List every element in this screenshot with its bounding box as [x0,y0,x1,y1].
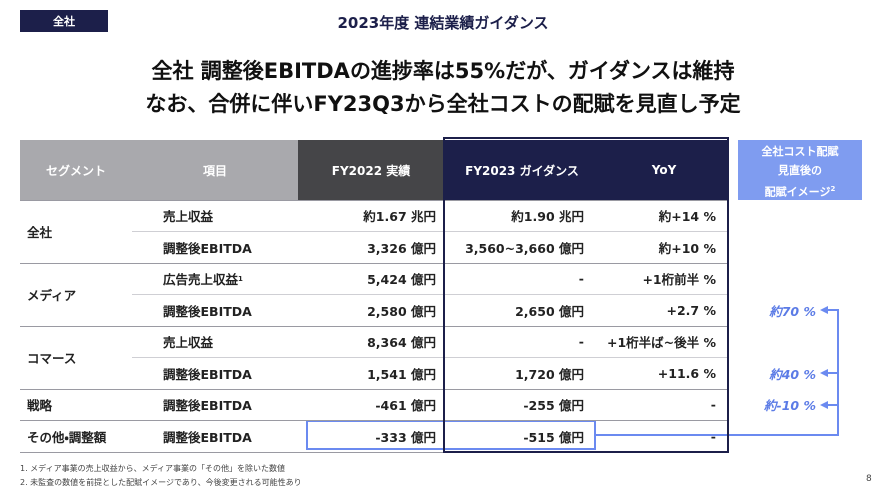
fy2023-value: -515 億円 [523,429,584,445]
fy2022-value: 約1.67 兆円 [363,209,436,225]
fy2023-value: 2,650 億円 [515,303,584,319]
yoy-value: +1桁半ば~後半 % [606,335,716,351]
yoy-value: +1桁前半 % [642,272,716,288]
table-bottom [20,452,728,453]
column-header: 項目 [132,140,298,200]
yoy-value: - [710,397,716,413]
item-text: 売上収益 [163,335,214,351]
fy2022-value: 5,424 億円 [367,272,436,288]
realloc-value: 約70 % [769,303,816,319]
fy2022-value: -333 億円 [375,429,436,445]
title: 2023年度 連結業績ガイダンス [337,14,549,32]
item-text: 調整後EBITDA [163,240,252,256]
segment-label: メディア [27,288,77,303]
yoy-value: - [710,428,716,444]
fy2022-value: 1,541 億円 [367,366,436,382]
fy2023-value: - [578,271,584,287]
tag: 全社 [20,10,108,32]
column-header: FY2023 ガイダンス [444,140,600,200]
footnote: 1. メディア事業の売上収益から、メディア事業の「その他」を除いた数値 [20,464,286,473]
group-separator [20,262,728,264]
fy2023-value: -255 億円 [523,398,584,414]
group-separator [20,199,728,201]
row-separator [132,357,728,358]
side-header: 全社コスト配賦 見直後の 配賦イメージ2 [738,140,862,200]
footnote: 2. 未監査の数値を前提とした配賦イメージであり、今後変更される可能性あり [20,478,302,487]
fy2023-value: 3,560~3,660 億円 [465,240,584,256]
item-text: 調整後EBITDA [163,303,252,319]
group-separator [20,388,728,390]
segment-label: 全社 [27,225,53,240]
segment-label: その他・調整額 [27,429,107,445]
item-text: 調整後EBITDA [163,398,252,414]
item-text: 調整後EBITDA [163,366,252,382]
item-text: 売上収益 [163,209,214,225]
row-separator [132,294,728,295]
item-label: 調整後EBITDA [163,389,252,421]
page-number: 8 [866,474,872,484]
column-header: YoY [600,140,728,200]
guidance-frame [443,137,729,453]
yoy-value: +11.6 % [657,365,716,381]
arrowhead [820,306,828,314]
segment-label: コマース [27,351,77,366]
note-ref: 1 [238,274,243,283]
column-header: セグメント [20,140,132,200]
fy2023-value: 約1.90 兆円 [511,209,584,225]
arrowhead [820,401,828,409]
side-title: 全社コスト配賦 [761,145,839,158]
fy2023-value: - [578,334,584,350]
yoy-value: 約+14 % [658,209,716,225]
segment-label: 戦略 [27,398,53,414]
side-title: 配賦イメージ [764,185,831,199]
side-title: 配賦イメージ2 [738,180,862,202]
note-ref: 2 [830,185,836,193]
realloc-value: 約40 % [769,366,816,382]
row-separator [132,231,728,232]
side-title: 見直後の [778,164,822,177]
item-text: 広告売上収益 [163,272,239,288]
item-text: 調整後EBITDA [163,429,252,445]
item-label: 調整後EBITDA [163,421,252,453]
column-header: FY2022 実績 [298,140,444,200]
fy2022-value: -461 億円 [375,398,436,414]
item-label: 調整後EBITDA [163,358,252,390]
item-label: 広告売上収益 1 [163,263,243,295]
fy2022-value: 8,364 億円 [367,335,436,351]
fy2022-value: 3,326 億円 [367,240,436,256]
arrowhead [820,369,828,377]
item-label: 調整後EBITDA [163,295,252,327]
headline: なお、合併に伴いFY23Q3から全社コストの配賦を見直し予定 [145,92,741,116]
group-separator [20,420,728,421]
headline: 全社 調整後EBITDAの進捗率は55%だが、ガイダンスは維持 [151,59,735,83]
item-label: 調整後EBITDA [163,232,252,264]
yoy-value: +2.7 % [666,302,717,318]
item-label: 売上収益 [163,200,213,232]
fy2022-value: 2,580 億円 [367,303,436,319]
item-label: 売上収益 [163,326,213,358]
realloc-value: 約-10 % [764,398,816,414]
group-separator [20,325,728,327]
fy2023-value: 1,720 億円 [515,366,584,382]
yoy-value: 約+10 % [658,240,716,256]
